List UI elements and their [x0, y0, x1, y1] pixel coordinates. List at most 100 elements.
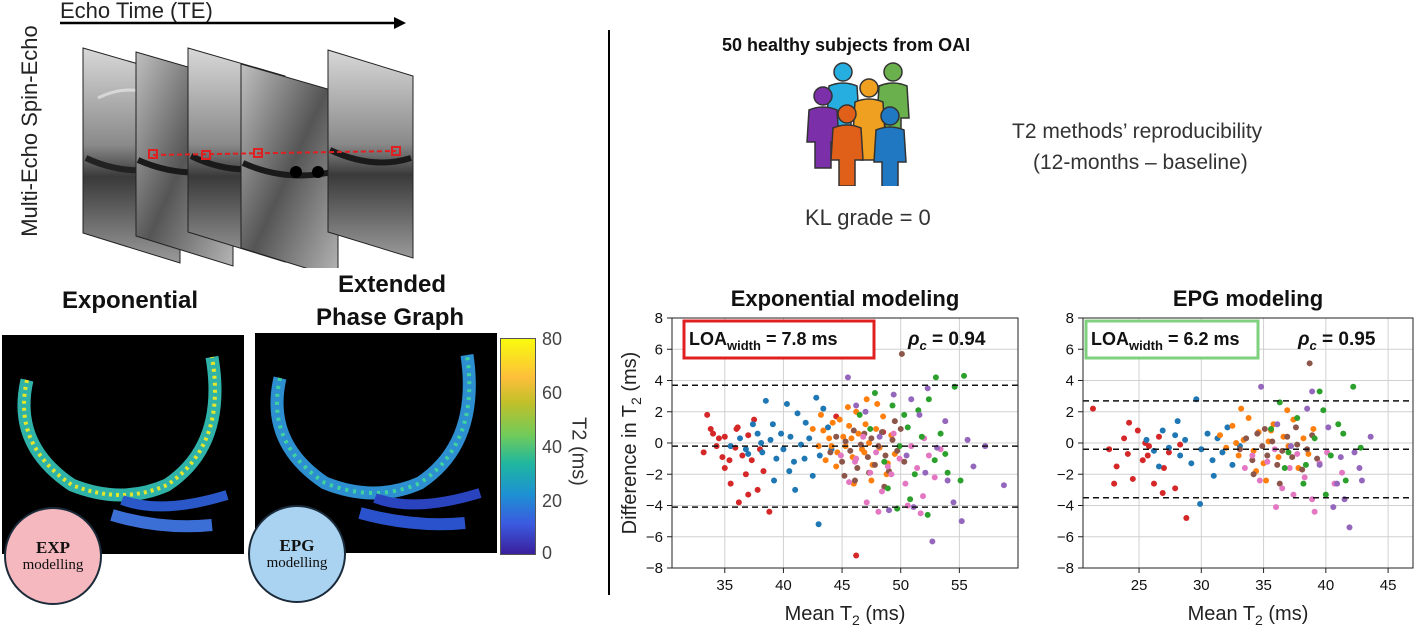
y-tick-label: 6 [1066, 341, 1074, 358]
epg-title-line2: Phase Graph [316, 304, 465, 331]
scatter-point [851, 477, 858, 484]
scatter-point [861, 449, 868, 456]
scatter-point [719, 454, 726, 461]
scatter-point [846, 422, 853, 429]
scatter-point [1306, 360, 1313, 367]
person-figure [830, 104, 864, 186]
scatter-point [919, 493, 926, 500]
scatter-point [925, 452, 932, 459]
scatter-point [853, 402, 860, 409]
scatter-point [902, 480, 909, 487]
scatter-point [853, 552, 860, 559]
scatter-point [881, 458, 888, 465]
scatter-point [816, 452, 823, 459]
colorbar-tick: 80 [542, 329, 563, 349]
plot-frame [671, 317, 1019, 569]
person-figure [873, 106, 907, 186]
scatter-point [1224, 424, 1231, 431]
exp-badge-line2: modelling [22, 557, 84, 573]
loa-width-box [682, 319, 876, 360]
y-tick-label: −2 [646, 466, 663, 483]
scatter-point [1113, 463, 1120, 470]
scatter-point [903, 452, 910, 459]
epg-t2-map [255, 333, 497, 553]
x-tick-label: 40 [1317, 577, 1334, 594]
scatter-point [1159, 490, 1166, 496]
scatter-point [1269, 438, 1276, 445]
scatter-point [769, 421, 776, 428]
scatter-point [1216, 432, 1223, 439]
scatter-point [801, 455, 808, 462]
scatter-point [847, 447, 854, 454]
scatter-point [707, 425, 714, 432]
scatter-point [1160, 465, 1167, 471]
scatter-point [1238, 405, 1245, 412]
colorbar-tick: 60 [542, 383, 563, 403]
scatter-point [1241, 465, 1248, 471]
scatter-point [760, 468, 767, 475]
scatter-point [1111, 480, 1118, 487]
scatter-point [1311, 435, 1318, 442]
scatter-point [726, 457, 733, 464]
y-tick-label: 8 [655, 310, 663, 327]
scatter-point [915, 407, 922, 414]
scatter-point [1089, 405, 1096, 412]
scatter-point [1182, 436, 1189, 443]
scatter-point [882, 452, 889, 459]
x-tick-label: 55 [951, 577, 968, 594]
scatter-point [1236, 446, 1243, 453]
scatter-point [885, 507, 892, 514]
scatter-point [771, 477, 778, 484]
scatter-point [749, 421, 756, 428]
epg-modelling-badge: EPG modelling [248, 505, 346, 603]
scatter-point [873, 425, 880, 432]
scatter-point [1264, 452, 1271, 459]
scatter-point [1337, 454, 1344, 461]
scatter-point [710, 430, 717, 437]
epg-title-line1: Extended [338, 271, 447, 298]
scatter-point [824, 424, 831, 431]
scatter-point [1350, 383, 1357, 390]
scatter-point [773, 455, 780, 462]
scatter-point [842, 438, 849, 445]
scatter-point [924, 385, 931, 392]
scatter-point [1309, 388, 1316, 395]
x-tick-label: 25 [1131, 577, 1148, 594]
scatter-point [850, 427, 857, 434]
scatter-point [942, 418, 949, 425]
scatter-point [1300, 480, 1307, 487]
x-tick-label: 30 [1193, 577, 1210, 594]
scatter-point [727, 480, 734, 487]
scatter-point [860, 433, 867, 440]
scatter-point [876, 433, 883, 440]
scatter-point [754, 430, 761, 437]
scatter-point [1229, 422, 1236, 429]
scatter-point [809, 472, 816, 479]
scatter-point [1304, 405, 1311, 412]
scatter-point [745, 450, 752, 457]
x-tick-label: 40 [775, 577, 792, 594]
scatter-point [846, 479, 853, 486]
scatter-point [762, 397, 769, 404]
concordance-label: ρc = 0.95 [1297, 329, 1376, 353]
scatter-point [1292, 424, 1299, 431]
scatter-point [851, 458, 858, 465]
scatter-point [1346, 524, 1353, 531]
scatter-point [727, 443, 734, 450]
scatter-point [884, 463, 891, 470]
scatter-point [1335, 421, 1342, 428]
scatter-point [1314, 455, 1321, 462]
scatter-point [1279, 485, 1286, 492]
scatter-point [854, 465, 861, 471]
scatter-point [922, 469, 929, 476]
scatter-point [833, 463, 840, 470]
y-tick-label: −4 [1057, 498, 1074, 515]
scatter-point [924, 511, 931, 518]
scatter-point [848, 435, 855, 442]
scatter-point [802, 419, 809, 426]
exp-modelling-badge: EXP modelling [4, 507, 102, 605]
scatter-point [1301, 474, 1308, 481]
scatter-point [937, 430, 944, 437]
exp-title: Exponential [62, 287, 199, 314]
scatter-point [786, 468, 793, 475]
